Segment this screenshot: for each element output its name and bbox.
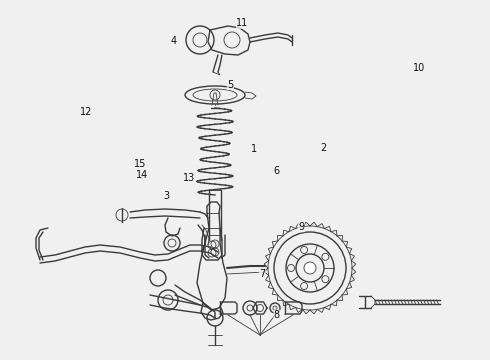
Text: 9: 9	[298, 222, 304, 232]
Text: 12: 12	[79, 107, 92, 117]
Text: 2: 2	[320, 143, 326, 153]
Text: 6: 6	[274, 166, 280, 176]
Text: 8: 8	[274, 310, 280, 320]
Text: 10: 10	[413, 63, 425, 73]
Text: 5: 5	[227, 80, 233, 90]
Text: 3: 3	[164, 191, 170, 201]
Text: 14: 14	[136, 170, 148, 180]
Text: 15: 15	[133, 159, 146, 169]
Text: 1: 1	[251, 144, 257, 154]
Text: 7: 7	[259, 269, 265, 279]
Circle shape	[304, 262, 316, 274]
Text: 13: 13	[183, 173, 195, 183]
Text: 4: 4	[171, 36, 177, 46]
Text: 11: 11	[237, 18, 249, 28]
